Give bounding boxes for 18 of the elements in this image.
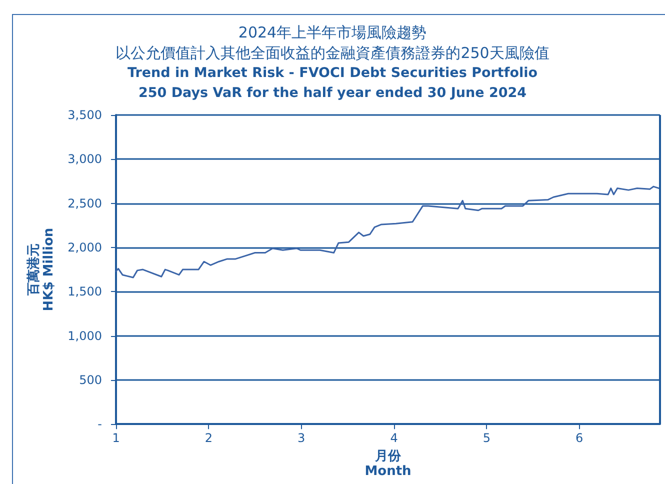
y-tick-label: 1,500 [68,284,102,299]
x-tick-label: 1 [112,431,120,446]
chart-title: 2024年上半年市場風險趨勢 [238,24,427,42]
x-tick-label: 3 [298,431,306,446]
x-tick-label: 6 [576,431,584,446]
y-tick-label: - [98,417,102,432]
y-tick-label: 1,000 [68,328,102,343]
y-tick-label: 2,500 [68,196,102,210]
x-tick-label: 2 [204,431,212,446]
y-tick-label: 2,000 [68,240,102,254]
chart-subtitle: 以公允價值計入其他全面收益的金融資產債務證券的250天風險值 Trend in Market Risk - FVOCI Debt Securities Portfolio 250 Days VaR for the half year ended 30 June 2024 [116,44,550,101]
y-axis-title: 百萬港元 HK$ Million [26,228,57,312]
y-tick-label: 500 [79,372,102,387]
x-tick-label: 4 [390,431,398,446]
x-tick-label: 5 [482,431,491,446]
x-axis-title: 月份 Month [364,449,412,479]
y-tick-label: 3,000 [68,152,102,166]
y-tick-label: 3,500 [68,108,102,122]
